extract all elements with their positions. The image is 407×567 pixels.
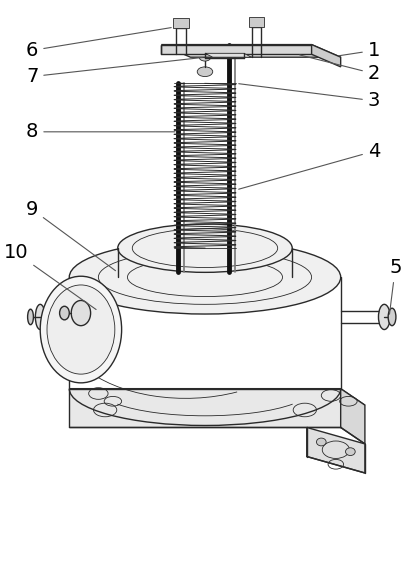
- Polygon shape: [312, 45, 341, 67]
- Text: 7: 7: [26, 57, 202, 86]
- Ellipse shape: [59, 306, 69, 320]
- Polygon shape: [69, 388, 365, 405]
- Bar: [249, 18, 264, 27]
- Ellipse shape: [346, 448, 355, 455]
- Ellipse shape: [379, 304, 390, 329]
- Text: 2: 2: [300, 55, 380, 83]
- Text: 4: 4: [239, 142, 380, 189]
- Text: 3: 3: [239, 84, 380, 111]
- Ellipse shape: [35, 304, 45, 329]
- Ellipse shape: [69, 240, 341, 314]
- Polygon shape: [205, 53, 252, 57]
- Ellipse shape: [388, 308, 396, 325]
- Polygon shape: [307, 428, 365, 473]
- Ellipse shape: [197, 67, 213, 77]
- Ellipse shape: [47, 285, 115, 374]
- Ellipse shape: [118, 224, 292, 272]
- Ellipse shape: [316, 438, 326, 446]
- Text: 9: 9: [26, 200, 116, 270]
- Text: 8: 8: [26, 122, 175, 141]
- Polygon shape: [69, 388, 341, 428]
- Polygon shape: [341, 388, 365, 444]
- Text: 5: 5: [389, 258, 402, 314]
- Bar: [173, 18, 188, 28]
- Ellipse shape: [28, 309, 33, 325]
- Ellipse shape: [40, 276, 122, 383]
- Text: 10: 10: [4, 243, 96, 310]
- Polygon shape: [161, 45, 312, 54]
- Ellipse shape: [71, 301, 91, 325]
- Text: 1: 1: [339, 41, 380, 60]
- Ellipse shape: [199, 53, 211, 61]
- Text: 6: 6: [26, 28, 171, 60]
- Polygon shape: [161, 45, 341, 57]
